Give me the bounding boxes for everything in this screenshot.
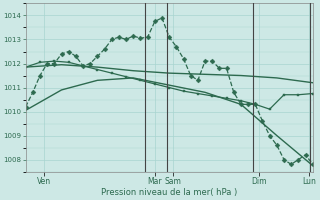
X-axis label: Pression niveau de la mer( hPa ): Pression niveau de la mer( hPa ) [101, 188, 237, 197]
